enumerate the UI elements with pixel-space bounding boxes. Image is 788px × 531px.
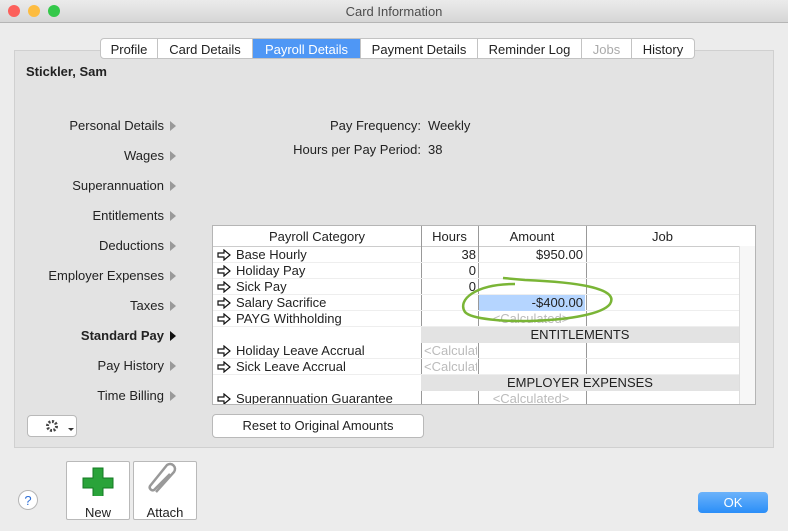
nav-arrow bbox=[170, 121, 176, 131]
section-row bbox=[421, 375, 739, 391]
card-name: Stickler, Sam bbox=[26, 64, 107, 79]
row-arrow[interactable] bbox=[217, 361, 231, 373]
nav-item[interactable]: Entitlements bbox=[92, 208, 164, 223]
nav-item[interactable]: Pay History bbox=[97, 358, 164, 373]
window-title: Card Information bbox=[345, 4, 443, 19]
nav-arrow bbox=[170, 181, 176, 191]
new-button[interactable]: New bbox=[66, 461, 130, 520]
category: Holiday Leave Accrual bbox=[236, 343, 365, 358]
amount: <Calculated> bbox=[492, 391, 570, 405]
help-button[interactable]: ? bbox=[18, 490, 38, 510]
amount: <Calculated> bbox=[492, 311, 570, 326]
tab[interactable]: Card Details bbox=[158, 38, 253, 59]
hours: <Calculated> bbox=[424, 359, 477, 374]
row-arrow[interactable] bbox=[217, 393, 231, 405]
nav-item[interactable]: Personal Details bbox=[69, 118, 164, 133]
row-line bbox=[213, 358, 739, 359]
gear-icon bbox=[46, 420, 74, 432]
category: Base Hourly bbox=[236, 247, 307, 262]
section-row bbox=[421, 327, 739, 343]
nav-item[interactable]: Taxes bbox=[130, 298, 164, 313]
nav-item[interactable]: Standard Pay bbox=[80, 328, 164, 343]
amount: $950.00 bbox=[536, 247, 583, 262]
zoom-button[interactable] bbox=[48, 5, 60, 17]
table-header bbox=[213, 226, 755, 247]
tab[interactable]: Profile bbox=[100, 38, 158, 59]
category: Sick Leave Accrual bbox=[236, 359, 346, 374]
minimize-button[interactable] bbox=[28, 5, 40, 17]
nav-arrow bbox=[170, 361, 176, 371]
attach-label: Attach bbox=[146, 505, 184, 520]
hours: 0 bbox=[468, 263, 476, 278]
category: Superannuation Guarantee bbox=[236, 391, 393, 405]
hours: 38 bbox=[461, 247, 476, 262]
row-arrow[interactable] bbox=[217, 313, 231, 325]
column-header: Amount bbox=[509, 229, 555, 244]
nav-item[interactable]: Time Billing bbox=[97, 388, 164, 403]
column-header: Job bbox=[652, 229, 673, 244]
nav-arrow bbox=[170, 301, 176, 311]
title-bar bbox=[0, 0, 788, 23]
amount[interactable]: -$400.00 bbox=[479, 295, 585, 311]
column-divider bbox=[478, 226, 479, 404]
category: Salary Sacrifice bbox=[236, 295, 327, 310]
tab[interactable]: Reminder Log bbox=[478, 38, 582, 59]
row-line bbox=[213, 310, 739, 311]
row-line bbox=[213, 374, 739, 375]
nav-item[interactable]: Employer Expenses bbox=[48, 268, 164, 283]
nav-arrow bbox=[170, 391, 176, 401]
column-header: Payroll Category bbox=[268, 229, 366, 244]
category: PAYG Withholding bbox=[236, 311, 342, 326]
row-line bbox=[213, 294, 739, 295]
plus-icon bbox=[82, 467, 114, 499]
nav-arrow bbox=[170, 271, 176, 281]
row-arrow[interactable] bbox=[217, 249, 231, 261]
scroll-area bbox=[739, 246, 755, 404]
field-value: Weekly bbox=[428, 118, 471, 133]
row-line bbox=[213, 326, 739, 327]
hours: 0 bbox=[468, 279, 476, 294]
field-label: Pay Frequency: bbox=[329, 118, 421, 133]
table: Payroll Category Hours Amount Job Base Hourl… bbox=[212, 225, 756, 405]
tab[interactable]: Payment Details bbox=[361, 38, 478, 59]
row-arrow[interactable] bbox=[217, 297, 231, 309]
field-value: 38 bbox=[428, 142, 443, 157]
nav-arrow bbox=[170, 331, 176, 341]
attach-button[interactable]: Attach bbox=[133, 461, 197, 520]
nav-arrow bbox=[170, 151, 176, 161]
column-divider bbox=[421, 226, 422, 404]
annotation-circle bbox=[462, 276, 613, 323]
new-label: New bbox=[84, 505, 111, 520]
ok-button[interactable]: OK bbox=[698, 492, 768, 513]
nav-arrow bbox=[170, 211, 176, 221]
category: Sick Pay bbox=[236, 279, 287, 294]
reset-button[interactable]: Reset to Original Amounts bbox=[212, 414, 424, 438]
close-button[interactable] bbox=[8, 5, 20, 17]
hours: <Calculated> bbox=[424, 343, 477, 358]
row-line bbox=[213, 278, 739, 279]
paperclip-icon bbox=[148, 462, 177, 493]
tab[interactable]: Payroll Details bbox=[253, 38, 361, 59]
row-line bbox=[213, 262, 739, 263]
nav-item[interactable]: Superannuation bbox=[72, 178, 164, 193]
section-label: ENTITLEMENTS bbox=[530, 327, 630, 342]
settings-button[interactable] bbox=[27, 415, 77, 437]
row-arrow[interactable] bbox=[217, 281, 231, 293]
nav-arrow bbox=[170, 241, 176, 251]
nav-item[interactable]: Deductions bbox=[98, 238, 164, 253]
row-arrow[interactable] bbox=[217, 345, 231, 357]
category: Holiday Pay bbox=[236, 263, 306, 278]
row-arrow[interactable] bbox=[217, 265, 231, 277]
column-header: Hours bbox=[432, 229, 467, 244]
tab[interactable]: History bbox=[632, 38, 695, 59]
nav-item[interactable]: Wages bbox=[124, 148, 164, 163]
tab[interactable]: Jobs bbox=[582, 38, 632, 59]
section-label: EMPLOYER EXPENSES bbox=[507, 375, 653, 390]
field-label: Hours per Pay Period: bbox=[293, 142, 421, 157]
